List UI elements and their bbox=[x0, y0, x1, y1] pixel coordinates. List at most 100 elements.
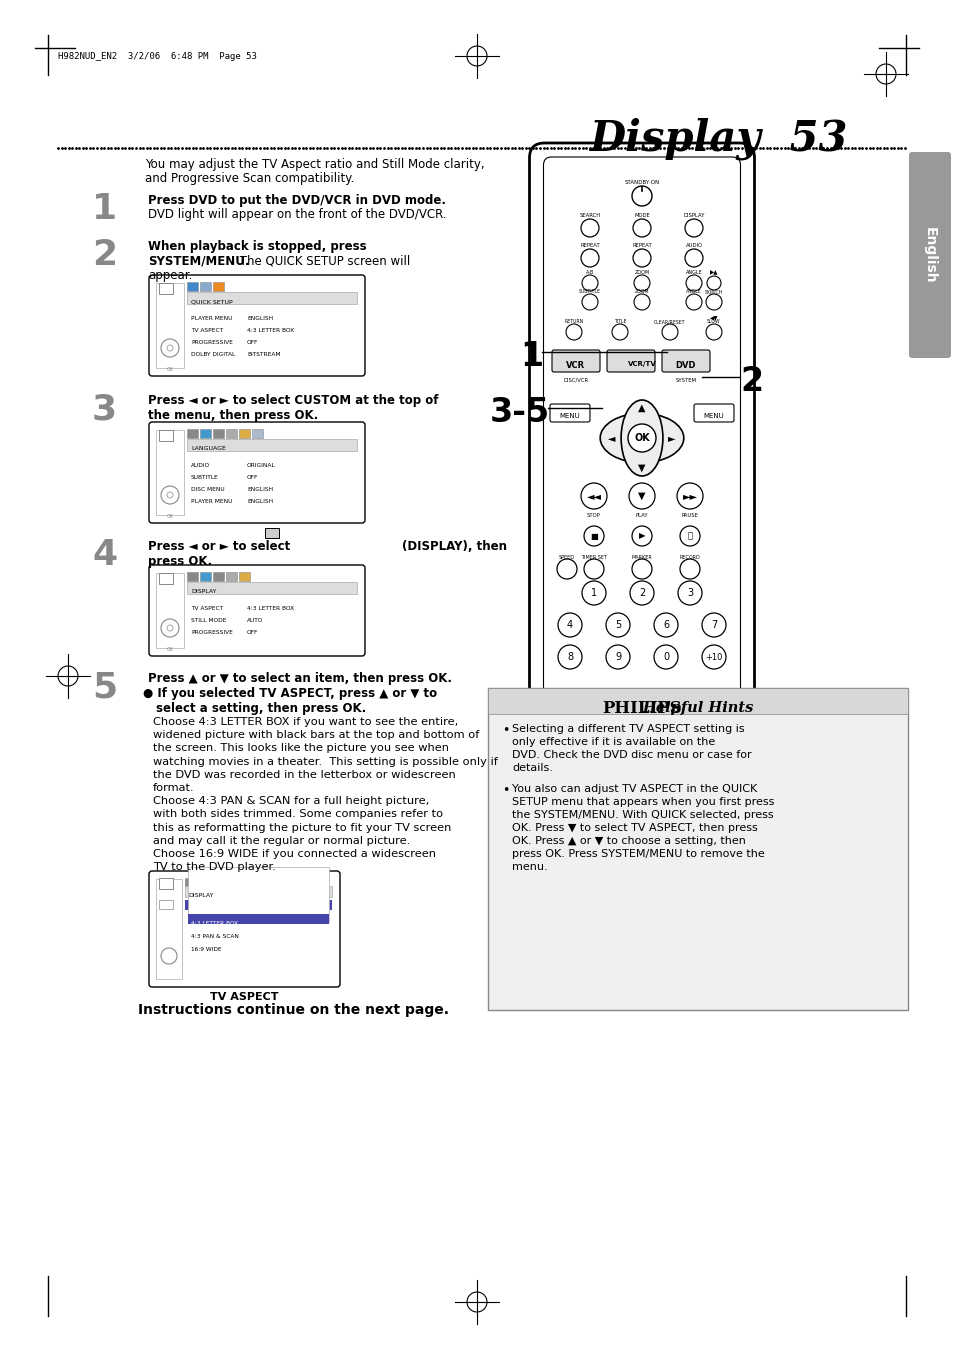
Bar bbox=[196, 878, 207, 886]
Text: DISC MENU: DISC MENU bbox=[191, 486, 224, 492]
Text: AUDIO: AUDIO bbox=[191, 463, 210, 467]
Text: VCR: VCR bbox=[566, 361, 585, 370]
Text: AUDIO: AUDIO bbox=[685, 243, 701, 249]
Text: MODE: MODE bbox=[634, 213, 649, 218]
Text: Choose 16:9 WIDE if you connected a widescreen: Choose 16:9 WIDE if you connected a wide… bbox=[152, 848, 436, 859]
Text: ▶▲: ▶▲ bbox=[709, 270, 718, 276]
Bar bbox=[221, 878, 231, 886]
Text: watching movies in a theater.  This setting is possible only if: watching movies in a theater. This setti… bbox=[152, 757, 497, 766]
Circle shape bbox=[167, 492, 172, 499]
Text: ENGLISH: ENGLISH bbox=[247, 499, 273, 504]
Text: •: • bbox=[501, 724, 509, 738]
Text: OK. Press ▲ or ▼ to choose a setting, then: OK. Press ▲ or ▼ to choose a setting, th… bbox=[512, 836, 745, 846]
Ellipse shape bbox=[599, 413, 683, 462]
Text: SLOW: SLOW bbox=[706, 319, 720, 324]
Text: OK: OK bbox=[167, 513, 173, 519]
Text: DISPLAY: DISPLAY bbox=[682, 213, 704, 218]
Text: 1: 1 bbox=[519, 340, 542, 373]
Text: (DISPLAY), then: (DISPLAY), then bbox=[401, 540, 506, 553]
Text: You may adjust the TV Aspect ratio and Still Mode clarity,: You may adjust the TV Aspect ratio and S… bbox=[145, 158, 484, 172]
Bar bbox=[187, 582, 356, 594]
Text: TV to the DVD player.: TV to the DVD player. bbox=[152, 862, 275, 873]
Text: TIMER SET: TIMER SET bbox=[580, 555, 606, 561]
Text: 2: 2 bbox=[740, 365, 762, 399]
Circle shape bbox=[627, 424, 656, 453]
Text: 2: 2 bbox=[639, 588, 644, 598]
Text: Press DVD to put the DVD/VCR in DVD mode.: Press DVD to put the DVD/VCR in DVD mode… bbox=[148, 195, 446, 207]
Bar bbox=[200, 571, 211, 581]
FancyBboxPatch shape bbox=[149, 422, 365, 523]
Text: TV ASPECT: TV ASPECT bbox=[191, 328, 223, 332]
Text: SPEED: SPEED bbox=[558, 555, 575, 561]
Text: the DVD was recorded in the letterbox or widescreen: the DVD was recorded in the letterbox or… bbox=[152, 770, 456, 780]
Bar bbox=[239, 430, 250, 438]
Text: +10: +10 bbox=[704, 653, 722, 662]
Text: 4:3 PAN & SCAN: 4:3 PAN & SCAN bbox=[191, 934, 238, 939]
Text: menu.: menu. bbox=[512, 862, 547, 871]
FancyBboxPatch shape bbox=[693, 404, 733, 422]
Text: only effective if it is available on the: only effective if it is available on the bbox=[512, 738, 715, 747]
Bar bbox=[209, 878, 219, 886]
Text: the SYSTEM/MENU. With QUICK selected, press: the SYSTEM/MENU. With QUICK selected, pr… bbox=[512, 811, 773, 820]
FancyBboxPatch shape bbox=[529, 143, 754, 735]
Text: RETURN: RETURN bbox=[564, 319, 583, 324]
Text: 4:3 LETTER BOX: 4:3 LETTER BOX bbox=[247, 607, 294, 611]
Bar bbox=[187, 430, 198, 438]
Bar bbox=[187, 571, 198, 581]
Text: ►: ► bbox=[667, 434, 675, 443]
Text: OK: OK bbox=[167, 367, 173, 372]
Text: ▼: ▼ bbox=[638, 490, 645, 501]
Text: OK. Press ▼ to select TV ASPECT, then press: OK. Press ▼ to select TV ASPECT, then pr… bbox=[512, 823, 757, 834]
Text: English: English bbox=[923, 227, 936, 284]
Text: the screen. This looks like the picture you see when: the screen. This looks like the picture … bbox=[152, 743, 449, 754]
Bar bbox=[159, 878, 172, 889]
Text: select a setting, then press OK.: select a setting, then press OK. bbox=[156, 703, 366, 715]
Text: Press ▲ or ▼ to select an item, then press OK.: Press ▲ or ▼ to select an item, then pre… bbox=[148, 671, 452, 685]
Text: ● If you selected TV ASPECT, press ▲ or ▼ to: ● If you selected TV ASPECT, press ▲ or … bbox=[143, 688, 436, 700]
Text: SUBTITLE: SUBTITLE bbox=[578, 289, 600, 295]
Text: ORIGINAL: ORIGINAL bbox=[247, 463, 275, 467]
Bar bbox=[200, 282, 211, 290]
Text: 4: 4 bbox=[566, 620, 573, 630]
FancyBboxPatch shape bbox=[552, 350, 599, 372]
Text: •: • bbox=[501, 784, 509, 797]
FancyBboxPatch shape bbox=[606, 350, 655, 372]
Bar bbox=[185, 886, 332, 897]
Text: The QUICK SETUP screen will: The QUICK SETUP screen will bbox=[235, 255, 410, 267]
Text: OK: OK bbox=[167, 647, 173, 653]
Bar bbox=[159, 430, 172, 440]
Text: TV ASPECT: TV ASPECT bbox=[191, 607, 223, 611]
Text: STILL MODE: STILL MODE bbox=[191, 617, 226, 623]
Text: SYSTEM: SYSTEM bbox=[675, 378, 696, 382]
Text: STANDBY·ON: STANDBY·ON bbox=[623, 180, 659, 185]
Text: QUICK SETUP: QUICK SETUP bbox=[191, 299, 233, 304]
Text: 6: 6 bbox=[662, 620, 668, 630]
Bar bbox=[188, 867, 329, 921]
Text: and Progressive Scan compatibility.: and Progressive Scan compatibility. bbox=[145, 172, 354, 185]
Text: SYSTEM/MENU.: SYSTEM/MENU. bbox=[148, 255, 250, 267]
Text: DISPLAY: DISPLAY bbox=[188, 893, 213, 898]
Text: ANGLE: ANGLE bbox=[685, 270, 701, 276]
FancyBboxPatch shape bbox=[908, 153, 950, 358]
Text: DISC/VCR: DISC/VCR bbox=[563, 378, 588, 382]
Text: VCR/TV: VCR/TV bbox=[627, 361, 656, 367]
Text: ▼: ▼ bbox=[638, 463, 645, 473]
Text: press OK. Press SYSTEM/MENU to remove the: press OK. Press SYSTEM/MENU to remove th… bbox=[512, 848, 764, 859]
Text: SUBTITLE: SUBTITLE bbox=[191, 476, 218, 480]
Text: 5: 5 bbox=[615, 620, 620, 630]
Text: and may call it the regular or normal picture.: and may call it the regular or normal pi… bbox=[152, 836, 410, 846]
Text: Selecting a different TV ASPECT setting is: Selecting a different TV ASPECT setting … bbox=[512, 724, 744, 734]
Bar bbox=[213, 571, 224, 581]
Bar bbox=[156, 282, 184, 367]
Bar bbox=[226, 430, 236, 438]
Bar bbox=[187, 439, 356, 451]
Text: Helpful Hints: Helpful Hints bbox=[641, 701, 753, 715]
Text: 4: 4 bbox=[91, 538, 117, 571]
Text: widened picture with black bars at the top and bottom of: widened picture with black bars at the t… bbox=[152, 730, 478, 740]
Text: format.: format. bbox=[152, 784, 194, 793]
Text: PLAYER MENU: PLAYER MENU bbox=[191, 316, 233, 322]
Text: Press ◄ or ► to select CUSTOM at the top of: Press ◄ or ► to select CUSTOM at the top… bbox=[148, 394, 438, 407]
Bar bbox=[213, 430, 224, 438]
Text: PROGRESSIVE: PROGRESSIVE bbox=[191, 630, 233, 635]
Text: PLAYER MENU: PLAYER MENU bbox=[191, 499, 233, 504]
